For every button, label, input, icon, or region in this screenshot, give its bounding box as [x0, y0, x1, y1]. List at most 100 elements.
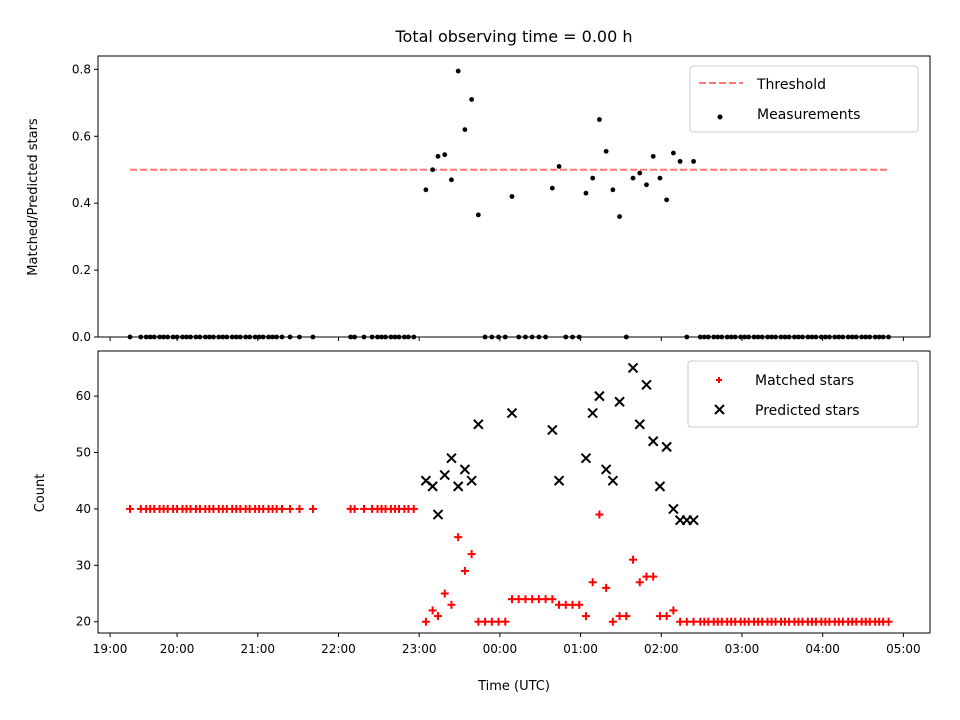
- measurement-point: [583, 190, 589, 196]
- count-y-ticks: 20 30 40 50 60: [76, 389, 98, 629]
- matched-point: [581, 612, 590, 621]
- predicted-point: [473, 419, 484, 430]
- predicted-point: [587, 407, 598, 419]
- count-y-tick-label: 30: [76, 558, 91, 572]
- x-tick-label: 01:00: [563, 642, 598, 656]
- measurement-point: [597, 117, 602, 122]
- measurement-point: [610, 187, 616, 193]
- x-tick-label: 05:00: [886, 642, 921, 656]
- ratio-y-tick-label: 0.8: [72, 62, 91, 76]
- matched-point: [360, 504, 369, 513]
- measurement-point: [590, 175, 596, 181]
- predicted-point: [547, 424, 558, 436]
- measurement-point: [630, 175, 636, 181]
- ratio-x-ticks: [109, 337, 904, 341]
- measurement-point: [650, 153, 656, 159]
- measurement-point: [509, 194, 515, 199]
- x-tick-label: 20:00: [160, 642, 195, 656]
- matched-point: [440, 589, 449, 598]
- chart-title: Total observing time = 0.00 h: [394, 27, 632, 46]
- matched-point: [454, 533, 463, 542]
- matched-point: [541, 595, 550, 604]
- x-tick-label: 00:00: [483, 642, 518, 656]
- predicted-point: [647, 436, 659, 447]
- predicted-point: [607, 475, 619, 486]
- matched-point: [528, 595, 537, 604]
- ratio-y-ticks: 0.0 0.2 0.4 0.6 0.8: [72, 62, 98, 344]
- matched-point: [514, 595, 523, 604]
- measurement-point: [556, 163, 562, 169]
- count-y-axis-label: Count: [33, 474, 48, 513]
- ratio-y-axis-label: Matched/Predicted stars: [26, 118, 41, 276]
- matched-point: [669, 606, 678, 615]
- measurement-point: [644, 182, 649, 188]
- ratio-legend-box: [689, 65, 919, 133]
- ratio-y-tick-label: 0.6: [72, 129, 91, 143]
- matched-point: [555, 600, 564, 609]
- x-tick-label: 22:00: [321, 642, 356, 656]
- count-panel: 20 30 40 50 60 19:00 20:00 21:00 22:00 23:00 00:0…: [33, 350, 931, 694]
- matched-point: [575, 600, 584, 609]
- matched-point: [642, 572, 651, 581]
- matched-point: [428, 606, 437, 615]
- predicted-point: [580, 452, 592, 464]
- predicted-point: [466, 475, 477, 486]
- measurement-point: [475, 212, 481, 218]
- predicted-point: [661, 441, 672, 453]
- matched-point: [635, 578, 644, 587]
- matched-point: [608, 617, 617, 626]
- matched-point: [434, 612, 443, 621]
- matched-point: [655, 612, 664, 621]
- x-axis-label: Time (UTC): [477, 679, 550, 694]
- threshold-legend-label: Threshold: [756, 77, 826, 93]
- matched-point: [308, 504, 317, 513]
- count-y-tick-label: 40: [76, 502, 91, 516]
- x-tick-label: 03:00: [725, 642, 760, 656]
- predicted-point: [427, 481, 438, 492]
- matched-point: [507, 595, 516, 604]
- matched-point: [548, 595, 557, 604]
- measurement-point: [603, 148, 609, 154]
- matched-point: [467, 550, 476, 559]
- matched-point: [447, 600, 456, 609]
- count-plot-area: [126, 362, 893, 626]
- predicted-legend-swatch: [714, 404, 725, 415]
- predicted-point: [634, 419, 645, 430]
- measurement-point: [657, 175, 663, 181]
- x-tick-label: 21:00: [240, 642, 275, 656]
- measurement-point: [449, 177, 454, 183]
- matched-point: [615, 612, 624, 621]
- count-y-tick-label: 50: [76, 446, 91, 460]
- measurements-legend-swatch: [717, 114, 723, 120]
- measurement-point: [637, 170, 643, 176]
- measurement-point: [549, 185, 555, 191]
- predicted-point: [654, 481, 666, 492]
- matched-point: [295, 504, 304, 513]
- matched-point: [649, 572, 658, 581]
- matched-point: [595, 510, 604, 519]
- ratio-panel: 0.00.20.40.60.8 Matched/Predicted stars …: [26, 55, 931, 344]
- matched-point: [662, 612, 671, 621]
- predicted-point: [688, 514, 699, 526]
- matched-point: [884, 617, 893, 626]
- matched-point: [350, 504, 359, 513]
- measurements-legend-label: Measurements: [757, 107, 860, 123]
- matched-point: [561, 600, 570, 609]
- matched-point: [487, 617, 496, 626]
- matched-point: [588, 578, 597, 587]
- matched-legend-swatch: [716, 377, 722, 383]
- matched-point: [474, 617, 483, 626]
- matched-point: [421, 617, 430, 626]
- x-tick-label: 04:00: [805, 642, 840, 656]
- predicted-point: [506, 407, 518, 419]
- matched-point: [521, 595, 530, 604]
- predicted-point: [600, 464, 612, 475]
- measurement-point: [664, 197, 670, 203]
- count-y-tick-label: 20: [76, 615, 91, 629]
- matched-point: [277, 504, 286, 513]
- ratio-y-tick-label: 0.4: [72, 196, 91, 210]
- predicted-point: [641, 379, 652, 391]
- ratio-legend: Threshold Measurements: [689, 65, 919, 133]
- measurement-point: [469, 97, 475, 102]
